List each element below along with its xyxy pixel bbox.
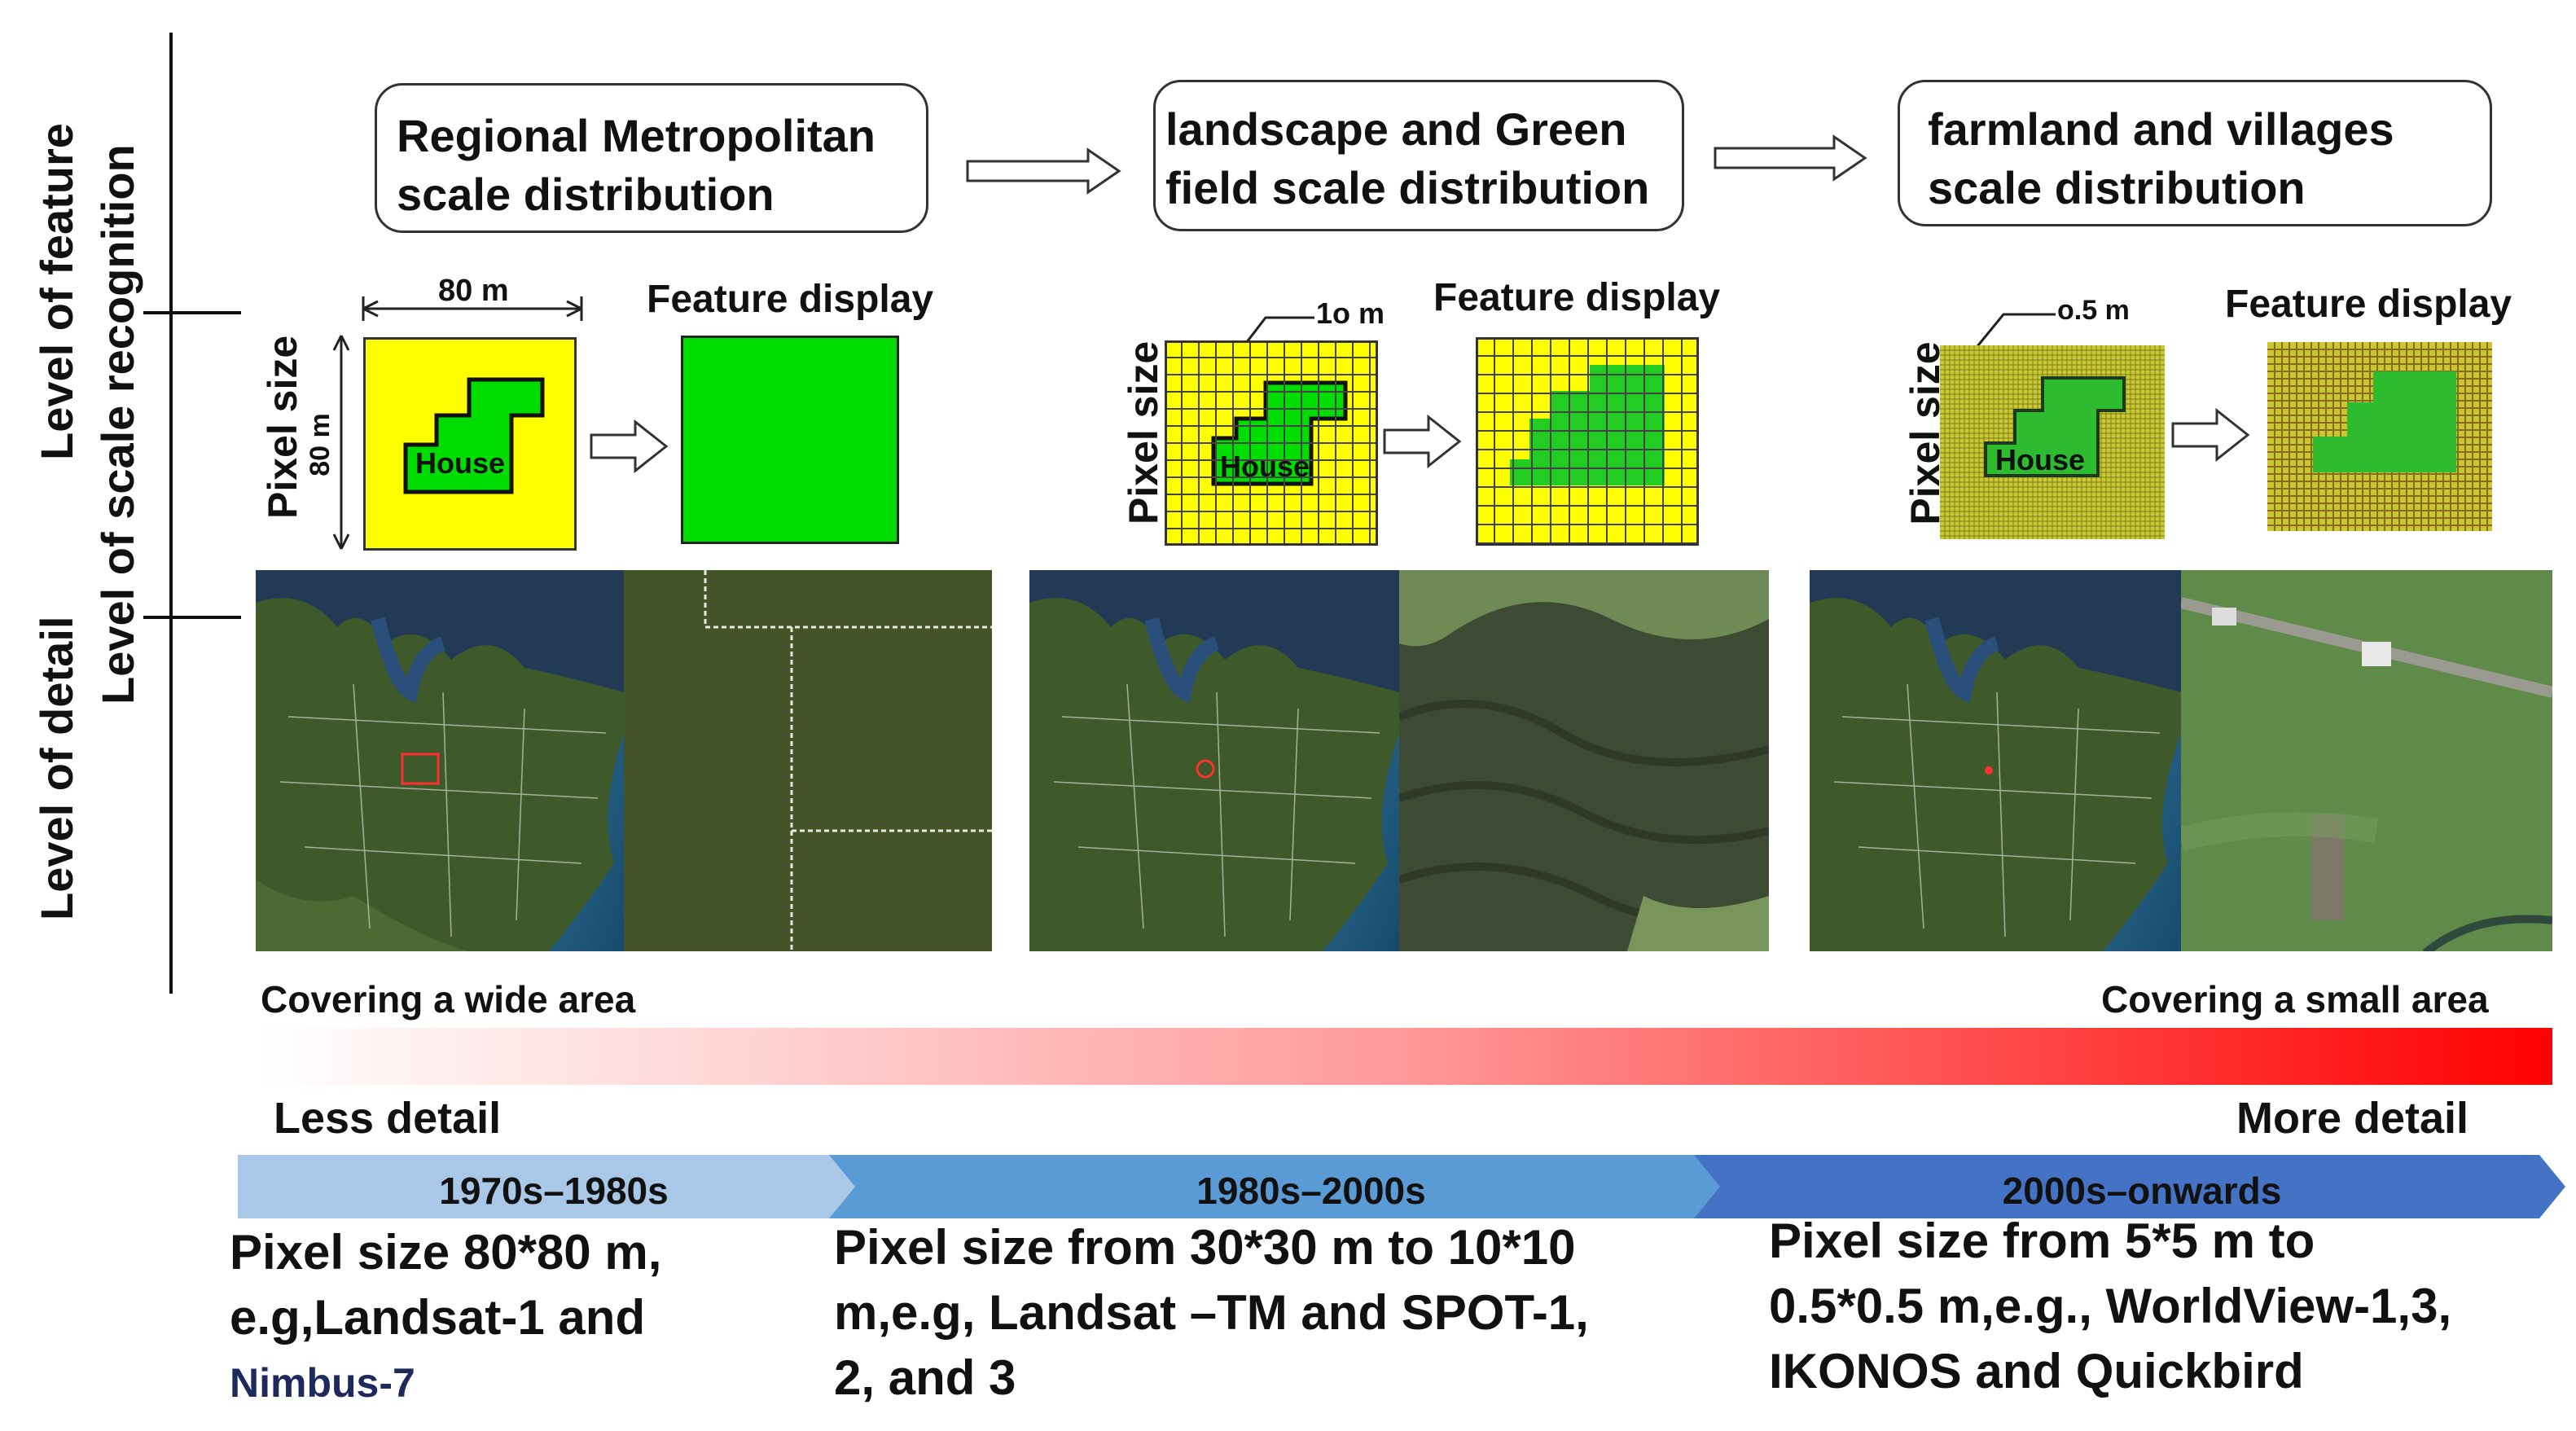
- side-label-scale-recognition: Level of scale recognition: [92, 144, 143, 705]
- feature-display-label-2: Feature display: [1433, 276, 1721, 319]
- description-line: IKONOS and Quickbird: [1769, 1344, 2304, 1398]
- us-map-image-1: [256, 570, 624, 951]
- coverage-label-small: Covering a small area: [2101, 978, 2489, 1021]
- timeline-chevron-bar: [238, 1155, 2565, 1218]
- description-satellite: Nimbus-7: [230, 1360, 415, 1406]
- detail-gradient-bar: [256, 1028, 2552, 1085]
- description-line: Pixel size 80*80 m,: [230, 1225, 662, 1280]
- timeline-description-1: Pixel size 80*80 m, e.g,Landsat-1 and Ni…: [230, 1220, 661, 1416]
- scale-title-box-2: landscape and Green field scale distribu…: [1153, 80, 1684, 231]
- dimension-arrow-horizontal: [362, 296, 583, 321]
- us-map-image-3: [1810, 570, 2181, 951]
- us-map-image-2: [1029, 570, 1399, 951]
- description-line: 0.5*0.5 m,e.g., WorldView-1,3,: [1769, 1279, 2452, 1333]
- feature-display-grid-3: [2267, 342, 2492, 531]
- zoomed-map-image-3: [2181, 570, 2552, 951]
- axis-tick-bottom: [143, 616, 241, 619]
- timeline-description-2: Pixel size from 30*30 m to 10*10 m,e.g, …: [834, 1215, 1589, 1411]
- feature-display-label-3: Feature display: [2225, 283, 2512, 326]
- vertical-axis-line: [169, 33, 173, 994]
- less-detail-label: Less detail: [274, 1094, 502, 1143]
- description-line: Pixel size from 5*5 m to: [1769, 1214, 2315, 1268]
- pixel-dimension-label-2: 1o m: [1316, 296, 1385, 330]
- timeline-period-1: 1970s–1980s: [439, 1170, 669, 1212]
- house-label-1: House: [415, 446, 506, 480]
- timeline-period-3: 2000s–onwards: [2002, 1170, 2282, 1212]
- arrow-icon: [1383, 414, 1462, 469]
- dimension-arrow-vertical: [332, 335, 350, 550]
- pixel-grid-square-2: [1165, 340, 1378, 546]
- description-line: m,e.g, Landsat –TM and SPOT-1,: [834, 1285, 1589, 1340]
- pixel-size-label-1: Pixel size: [260, 335, 305, 519]
- scale-title-2: landscape and Green field scale distribu…: [1165, 103, 1650, 213]
- side-label-detail: Level of detail: [31, 616, 82, 920]
- arrow-icon: [590, 419, 669, 474]
- house-label-2: House: [1220, 450, 1310, 483]
- feature-display-square-1: [681, 336, 899, 544]
- more-detail-label: More detail: [2236, 1094, 2469, 1143]
- scale-title-3: farmland and villages scale distribution: [1928, 103, 2394, 213]
- timeline-period-2: 1980s–2000s: [1196, 1170, 1426, 1212]
- side-label-feature: Level of feature: [31, 123, 82, 460]
- timeline-description-3: Pixel size from 5*5 m to 0.5*0.5 m,e.g.,…: [1769, 1209, 2451, 1404]
- pixel-dimension-label-1: 80 m: [438, 274, 509, 308]
- coverage-label-wide: Covering a wide area: [261, 978, 636, 1021]
- axis-tick-top: [143, 311, 241, 314]
- scale-title-1: Regional Metropolitan scale distribution: [397, 110, 875, 220]
- arrow-icon: [966, 147, 1121, 195]
- arrow-icon: [2171, 407, 2250, 463]
- pixel-grid-square-3: [1940, 345, 2165, 539]
- description-line: Pixel size from 30*30 m to 10*10: [834, 1220, 1576, 1275]
- description-line: e.g,Landsat-1 and: [230, 1290, 646, 1345]
- pixel-size-label-2: Pixel size: [1121, 340, 1166, 525]
- arrow-icon: [1714, 134, 1867, 182]
- feature-display-label-1: Feature display: [647, 278, 934, 321]
- pixel-pointer-line: [1973, 313, 2056, 351]
- pixel-square-1: [363, 337, 577, 551]
- scale-title-box-1: Regional Metropolitan scale distribution: [375, 83, 928, 233]
- pixel-dimension-label-3: o.5 m: [2057, 295, 2130, 326]
- scale-title-box-3: farmland and villages scale distribution: [1898, 80, 2492, 226]
- zoomed-map-image-2: [1399, 570, 1769, 951]
- description-line: 2, and 3: [834, 1350, 1016, 1405]
- feature-display-grid-2: [1476, 337, 1699, 546]
- zoomed-map-image-1: [624, 570, 992, 951]
- house-label-3: House: [1995, 443, 2086, 476]
